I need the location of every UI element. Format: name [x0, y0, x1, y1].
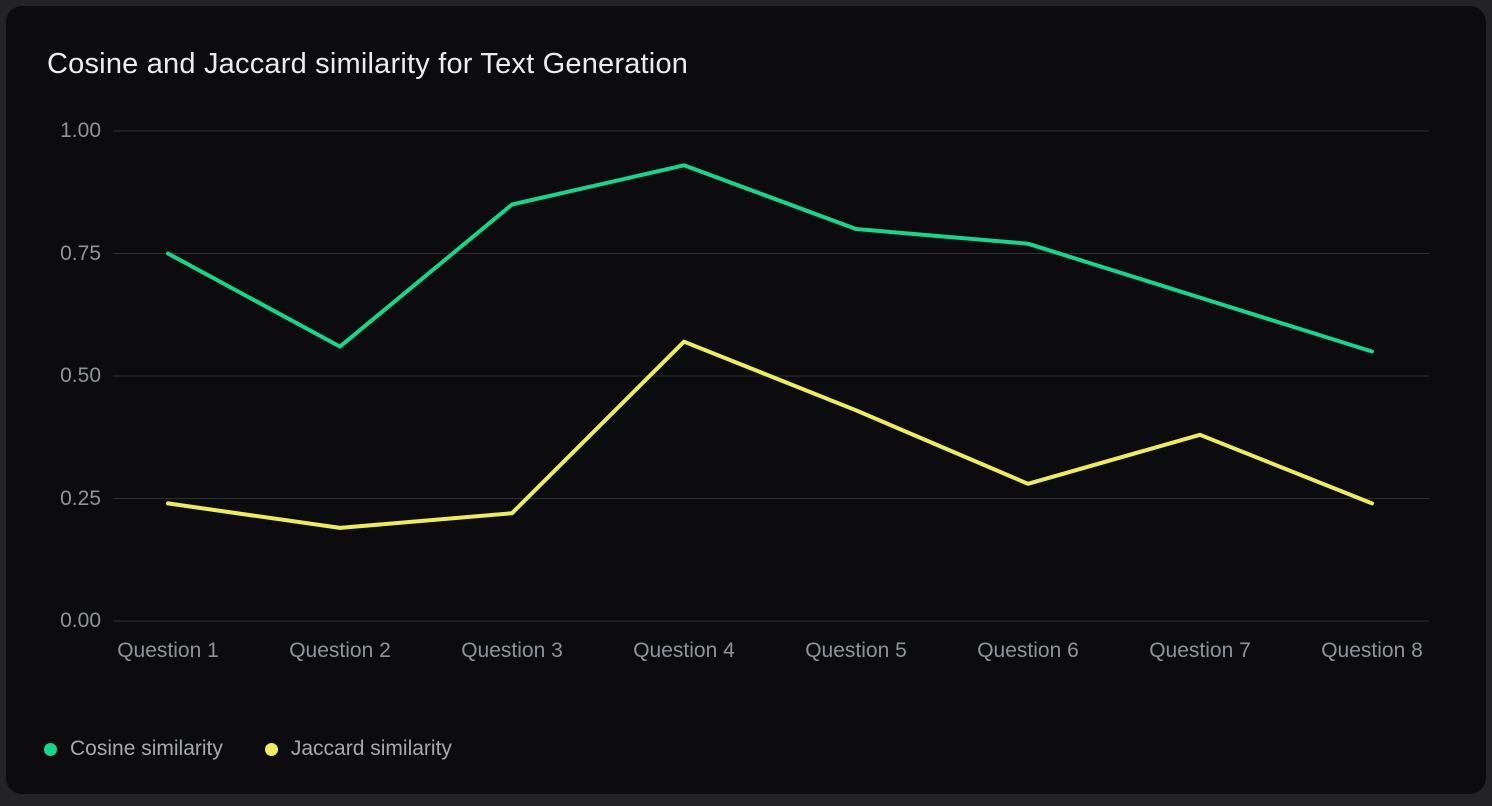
x-tick-label: Question 5 [805, 639, 907, 662]
x-tick-label: Question 8 [1321, 639, 1423, 662]
chart-title: Cosine and Jaccard similarity for Text G… [47, 48, 689, 80]
x-tick-label: Question 1 [117, 639, 219, 662]
y-tick-label: 0.50 [60, 364, 101, 387]
y-tick-label: 0.00 [60, 609, 101, 632]
chart-legend: Cosine similarity Jaccard similarity [44, 737, 452, 761]
cosine-similarity-line[interactable] [166, 163, 1374, 354]
x-tick-label: Question 6 [977, 639, 1079, 662]
jaccard-series-dot-icon [264, 742, 278, 756]
x-tick-label: Question 4 [633, 639, 735, 662]
x-tick-label: Question 7 [1149, 639, 1251, 662]
jaccard-similarity-line[interactable] [166, 339, 1374, 530]
legend-label-jaccard: Jaccard similarity [290, 737, 452, 760]
y-tick-label: 0.25 [60, 486, 101, 510]
y-tick-label: 0.75 [60, 241, 101, 265]
y-tick-label: 1.00 [60, 119, 101, 142]
x-tick-label: Question 2 [289, 639, 391, 662]
chart-card: Cosine and Jaccard similarity for Text G… [6, 6, 1486, 794]
cosine-series-dot-icon [44, 742, 57, 756]
legend-item-jaccard-similarity[interactable]: Jaccard similarity [264, 737, 452, 761]
chart-canvas [113, 130, 1429, 622]
legend-item-cosine-similarity[interactable]: Cosine similarity [44, 737, 223, 761]
x-tick-label: Question 3 [461, 639, 563, 662]
legend-label-cosine: Cosine similarity [70, 737, 223, 760]
